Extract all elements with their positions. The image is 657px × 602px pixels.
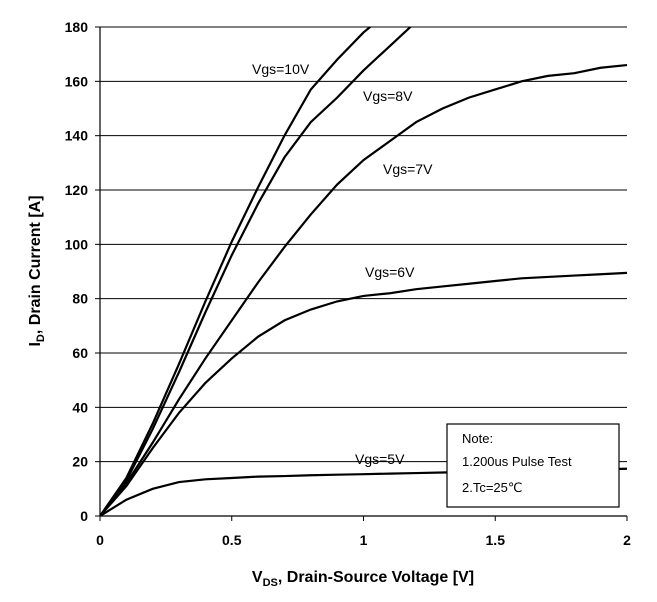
y-tick-label: 120: [65, 182, 89, 198]
y-tick-label: 80: [72, 291, 88, 307]
x-tick-label: 1: [360, 532, 368, 548]
series-line: [100, 63, 627, 516]
y-axis-label: ID, Drain Current [A]: [27, 195, 47, 346]
y-tick-label: 180: [65, 19, 89, 35]
series-label: Vgs=8V: [363, 88, 413, 104]
y-tick-label: 20: [72, 454, 88, 470]
note-box: [446, 423, 620, 508]
plot-area: Vgs=10V Vgs=8V Vgs=7V Vgs=6V Vgs=5V: [100, 27, 627, 516]
series-line: [100, 271, 627, 516]
note-line: 1.200us Pulse Test: [462, 454, 572, 469]
x-tick-label: 0.5: [222, 532, 242, 548]
y-tick-label: 60: [72, 345, 88, 361]
series-label: Vgs=10V: [252, 61, 310, 77]
series-label: Vgs=6V: [365, 264, 415, 280]
note-line: 2.Tc=25℃: [462, 480, 523, 495]
y-tick-label: 100: [65, 236, 89, 252]
x-tick-label: 2: [623, 532, 631, 548]
y-tick-label: 40: [72, 399, 88, 415]
series-label: Vgs=5V: [355, 451, 405, 467]
series-line: [100, 27, 412, 516]
x-tick-label: 1.5: [486, 532, 506, 548]
series-line: [100, 27, 372, 516]
lines: [100, 27, 627, 516]
y-tick-label: 160: [65, 73, 89, 89]
y-tick-label: 0: [80, 508, 88, 524]
x-tick-label: 0: [96, 532, 104, 548]
note-line: Note:: [462, 431, 493, 446]
y-tick-label: 140: [65, 128, 89, 144]
x-axis-label: VDS, Drain-Source Voltage [V]: [252, 569, 474, 589]
series-label: Vgs=7V: [383, 161, 433, 177]
